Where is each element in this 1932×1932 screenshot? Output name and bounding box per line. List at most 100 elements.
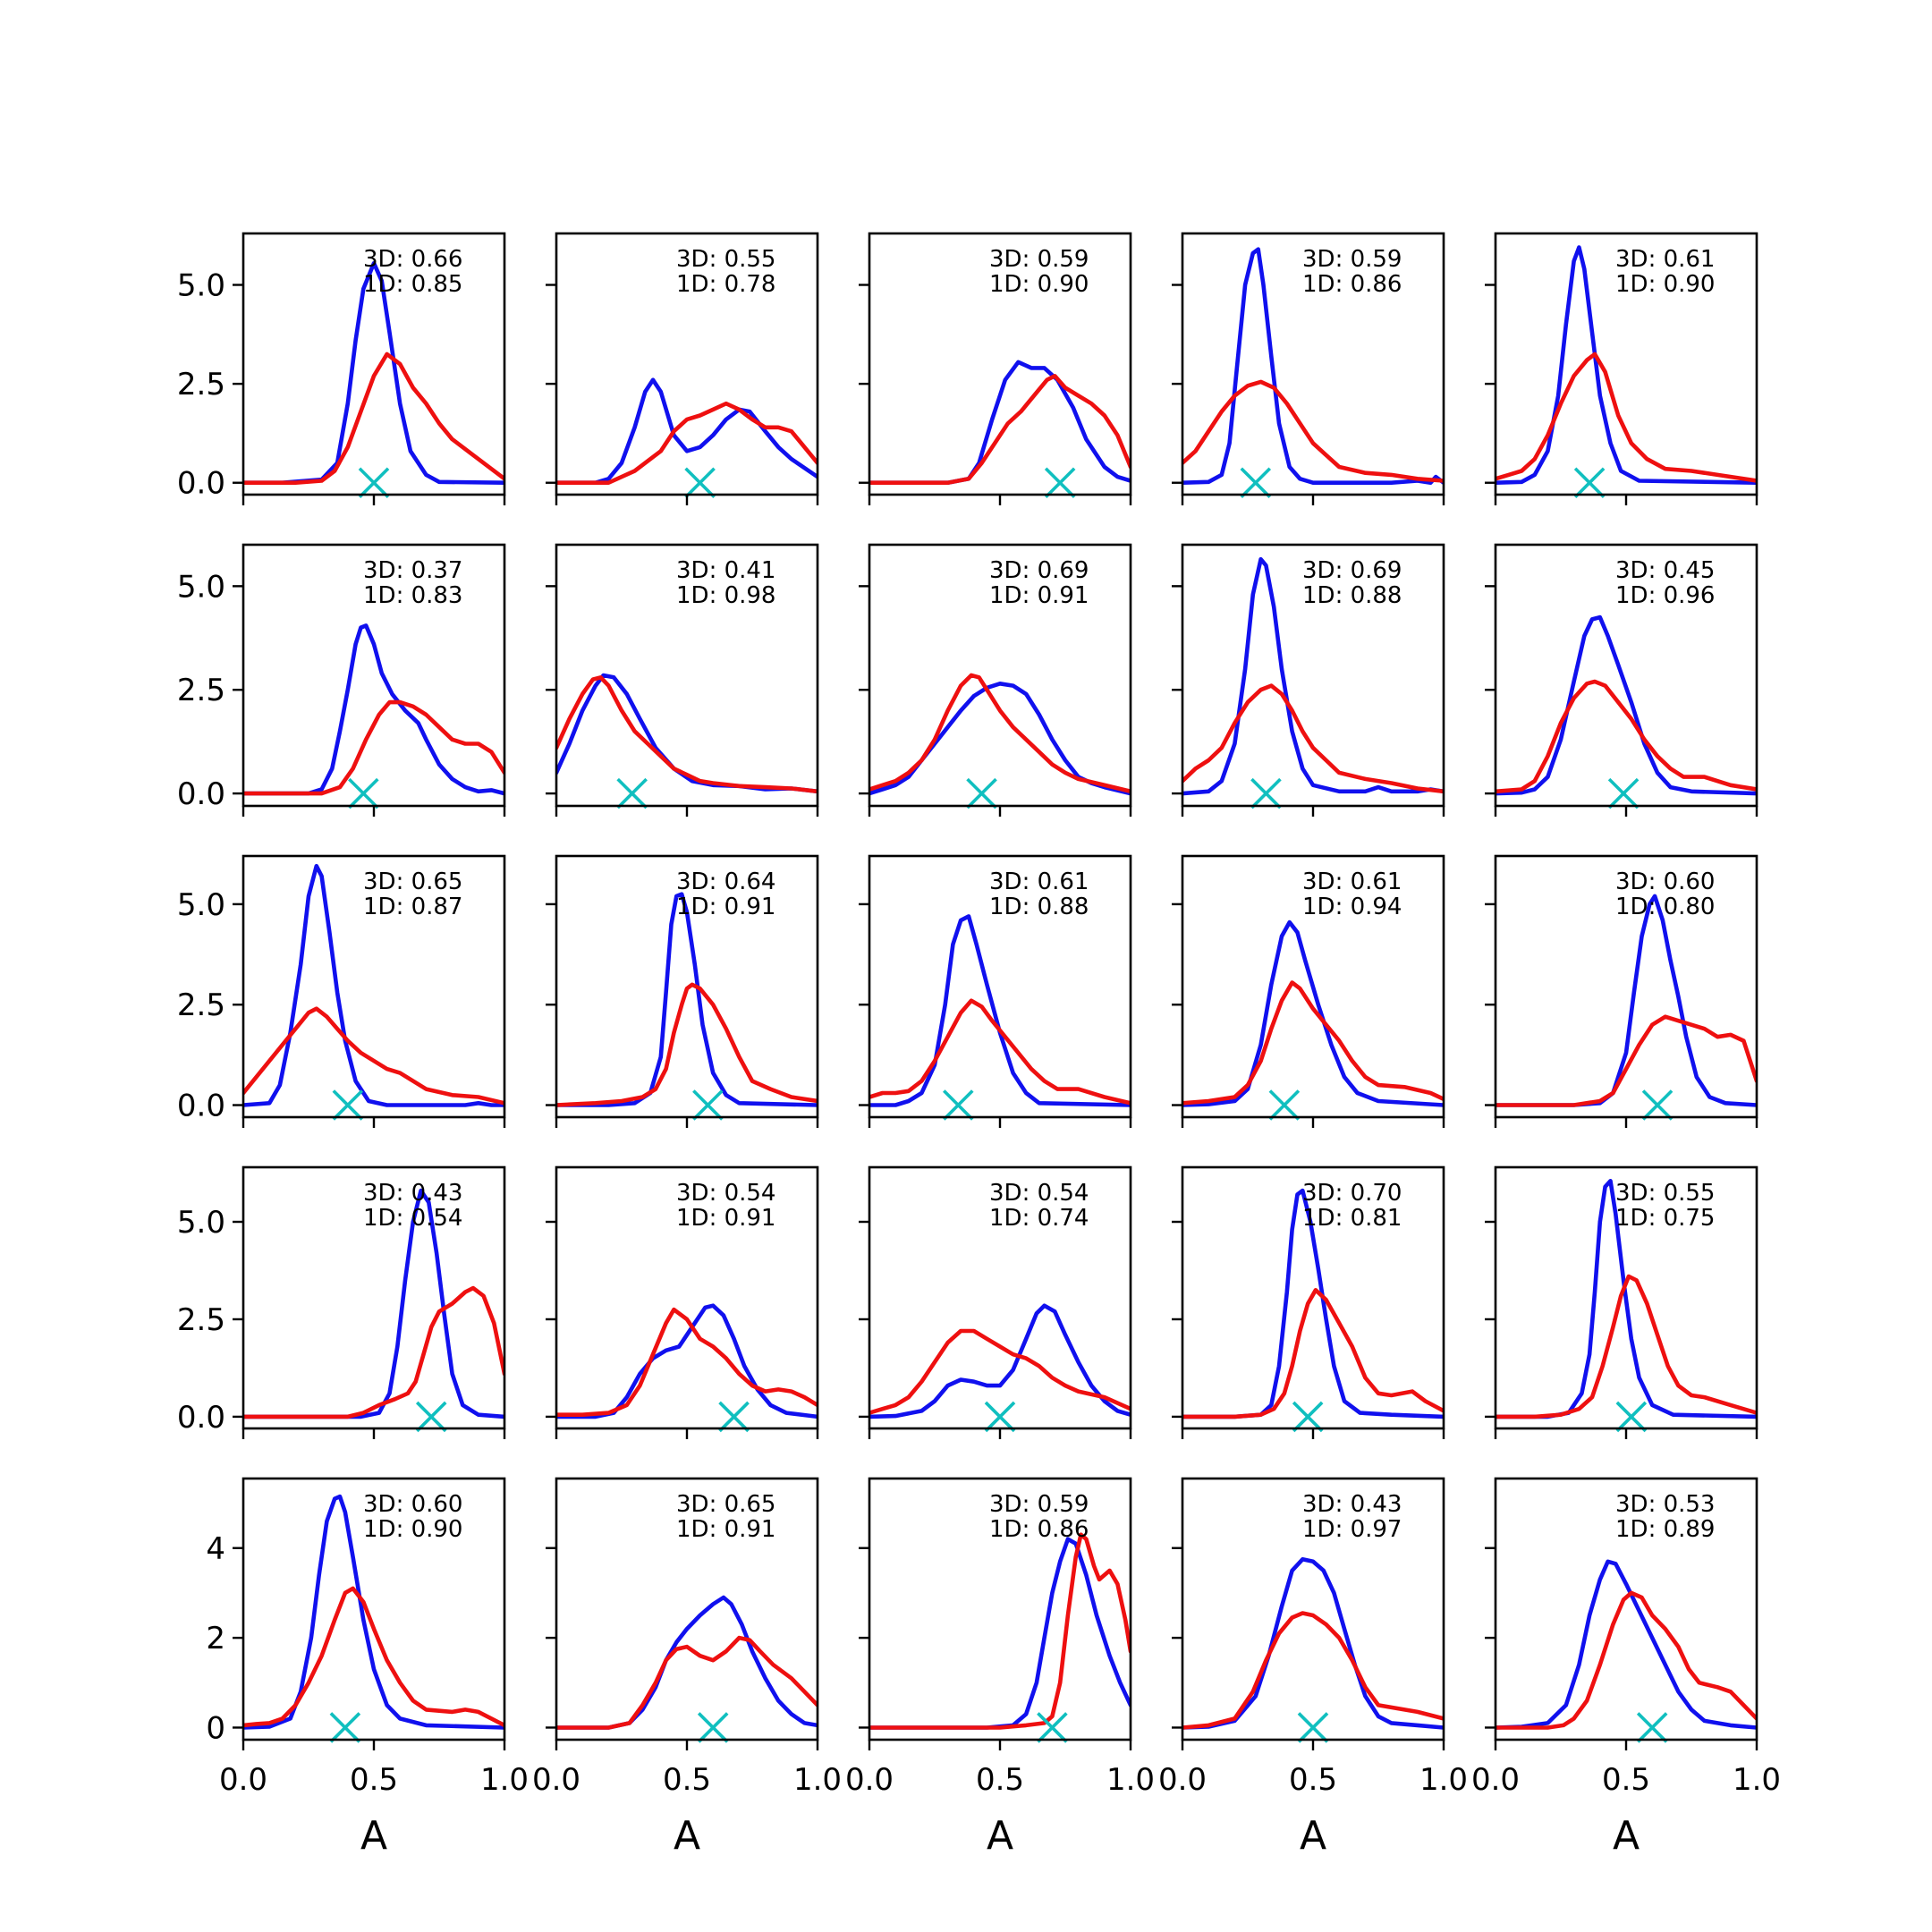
series-1d-line — [556, 1635, 818, 1730]
true-value-marker — [1636, 1712, 1668, 1743]
series-1d-line — [1496, 1014, 1757, 1107]
annotation-3d-score: 3D: 0.70 — [1302, 1180, 1402, 1207]
series-1d-line — [869, 998, 1131, 1106]
true-value-marker — [348, 777, 379, 809]
y-tick-label: 5.0 — [177, 887, 225, 923]
annotation-1d-score: 1D: 0.83 — [363, 582, 462, 609]
x-tick-label: 0.0 — [1158, 1762, 1207, 1798]
annotation-1d-score: 1D: 0.88 — [989, 894, 1089, 920]
x-axis-label: A — [987, 1813, 1013, 1859]
annotation-1d-score: 1D: 0.97 — [1302, 1516, 1402, 1543]
x-tick-label: 1.0 — [480, 1762, 529, 1798]
annotation-1d-score: 1D: 0.86 — [989, 1516, 1089, 1543]
y-tick-label: 2.5 — [177, 367, 225, 402]
series-1d-line — [556, 675, 818, 794]
true-value-marker — [1044, 467, 1076, 499]
y-tick-label: 2.5 — [177, 987, 225, 1023]
x-tick-label: 0.0 — [1471, 1762, 1520, 1798]
annotation-1d-score: 1D: 0.81 — [1302, 1205, 1402, 1232]
true-value-marker — [692, 1089, 724, 1121]
annotation-3d-score: 3D: 0.45 — [1615, 557, 1715, 584]
annotation-1d-score: 1D: 0.54 — [363, 1205, 462, 1232]
true-value-marker — [1573, 467, 1606, 499]
annotation-1d-score: 1D: 0.91 — [676, 894, 775, 920]
annotation-1d-score: 1D: 0.91 — [676, 1205, 775, 1232]
series-1d-line — [243, 352, 504, 485]
true-value-marker — [1240, 467, 1272, 499]
series-1d-line — [1182, 1611, 1444, 1730]
series-3d-line — [556, 892, 818, 1107]
annotation-1d-score: 1D: 0.78 — [676, 271, 775, 298]
y-tick-label: 0.0 — [177, 466, 225, 502]
series-1d-line — [1496, 1590, 1757, 1730]
series-1d-line — [556, 982, 818, 1107]
annotation-3d-score: 3D: 0.69 — [989, 557, 1089, 584]
annotation-3d-score: 3D: 0.66 — [363, 246, 462, 273]
annotation-3d-score: 3D: 0.55 — [676, 246, 775, 273]
true-value-marker — [358, 467, 390, 499]
series-1d-line — [243, 1285, 504, 1419]
series-1d-line — [243, 1006, 504, 1106]
annotation-3d-score: 3D: 0.60 — [363, 1491, 462, 1518]
series-3d-line — [1182, 1188, 1444, 1419]
x-axis-label: A — [360, 1813, 387, 1859]
y-tick-label: 2 — [206, 1621, 225, 1657]
series-3d-line — [869, 1303, 1131, 1419]
x-tick-label: 0.5 — [663, 1762, 711, 1798]
series-3d-line — [1496, 245, 1757, 485]
annotation-1d-score: 1D: 0.98 — [676, 582, 775, 609]
annotation-1d-score: 1D: 0.80 — [1615, 894, 1715, 920]
series-1d-line — [1182, 379, 1444, 483]
series-3d-line — [1496, 894, 1757, 1107]
series-3d-line — [869, 360, 1131, 485]
annotation-1d-score: 1D: 0.86 — [1302, 271, 1402, 298]
annotation-3d-score: 3D: 0.59 — [989, 246, 1089, 273]
y-tick-label: 0.0 — [177, 1400, 225, 1436]
true-value-marker — [1641, 1089, 1674, 1121]
annotation-1d-score: 1D: 0.87 — [363, 894, 462, 920]
series-3d-line — [243, 260, 504, 485]
annotation-3d-score: 3D: 0.64 — [676, 869, 775, 895]
x-tick-label: 0.5 — [1289, 1762, 1337, 1798]
series-3d-line — [1496, 1179, 1757, 1419]
annotation-1d-score: 1D: 0.90 — [989, 271, 1089, 298]
annotation-3d-score: 3D: 0.59 — [1302, 246, 1402, 273]
true-value-marker — [1037, 1712, 1068, 1743]
series-3d-line — [556, 1303, 818, 1419]
series-1d-line — [869, 1532, 1131, 1730]
annotation-1d-score: 1D: 0.88 — [1302, 582, 1402, 609]
series-1d-line — [869, 1328, 1131, 1415]
y-tick-label: 5.0 — [177, 1205, 225, 1241]
annotation-3d-score: 3D: 0.65 — [363, 869, 462, 895]
x-axis-label: A — [1613, 1813, 1640, 1859]
annotation-3d-score: 3D: 0.65 — [676, 1491, 775, 1518]
true-value-marker — [329, 1712, 361, 1743]
annotation-1d-score: 1D: 0.90 — [363, 1516, 462, 1543]
annotation-3d-score: 3D: 0.59 — [989, 1491, 1089, 1518]
annotation-3d-score: 3D: 0.37 — [363, 557, 462, 584]
y-tick-label: 2.5 — [177, 1302, 225, 1338]
true-value-marker — [1297, 1712, 1329, 1743]
series-3d-line — [243, 1188, 504, 1419]
y-tick-label: 5.0 — [177, 268, 225, 304]
series-3d-line — [1182, 919, 1444, 1107]
annotation-3d-score: 3D: 0.43 — [363, 1180, 462, 1207]
true-value-marker — [984, 1401, 1016, 1433]
annotation-3d-score: 3D: 0.61 — [989, 869, 1089, 895]
series-3d-line — [869, 1537, 1131, 1730]
